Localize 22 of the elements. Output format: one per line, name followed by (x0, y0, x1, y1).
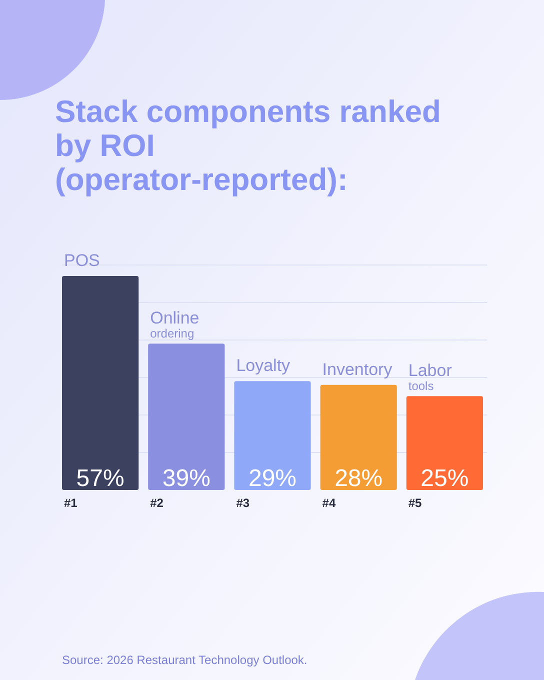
data-label: 25% (420, 465, 469, 492)
text: #3 (236, 496, 250, 510)
data-label: 39% (162, 465, 210, 492)
bar (406, 396, 483, 490)
data-label: 28% (334, 465, 383, 492)
x-tick-label: Loyalty (236, 356, 291, 376)
x-tick-label: Inventory (322, 360, 393, 379)
bar (320, 384, 397, 490)
data-label: 29% (248, 465, 297, 492)
x-tick-label: POS (64, 251, 100, 270)
text: #1 (64, 496, 78, 510)
text: #5 (408, 496, 422, 510)
text: #2 (150, 496, 164, 510)
bar (234, 381, 311, 490)
x-tick-label: Labor tools (408, 361, 452, 394)
source-note: Source: 2026 Restaurant Technology Outlook. (62, 653, 308, 667)
data-label: 57% (76, 465, 124, 492)
x-tick-label: Online ordering (150, 308, 200, 341)
chart-title: Stack components ranked by ROI (operator-reported): (55, 94, 441, 197)
bar (148, 344, 225, 490)
bar (62, 276, 139, 490)
text: #4 (322, 496, 336, 510)
